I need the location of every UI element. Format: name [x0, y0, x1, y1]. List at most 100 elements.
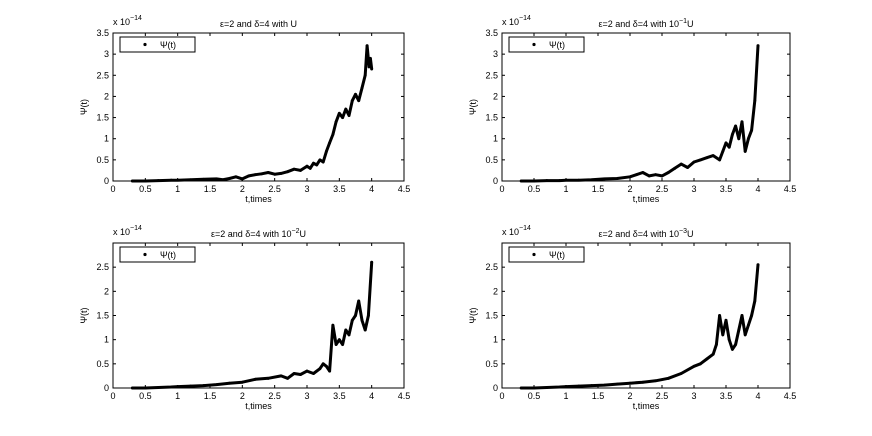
y-tick-label: 3	[493, 49, 498, 59]
data-point	[308, 166, 312, 170]
x-tick-label: 1	[175, 391, 180, 401]
y-axis-label: Ψ(t)	[79, 307, 89, 323]
data-point	[228, 177, 231, 180]
data-point	[756, 44, 760, 48]
x-tick-label: 2.5	[656, 184, 669, 194]
chart-panel-4: 0 0.5 1 1.5 2 2.5 3 3.5 4 4.5 0 0.5 1 1.5 2 2.5 ε=2 and …	[468, 225, 796, 411]
x-tick-label: 3	[304, 391, 309, 401]
data-point	[679, 372, 683, 375]
data-point	[545, 179, 549, 182]
y-tick-label: 0	[104, 383, 109, 393]
data-point	[590, 384, 593, 387]
x-tick-label: 2	[627, 184, 632, 194]
chart-panel-1: 0 0.5 1 1.5 2 2.5 3 3.5 4 4.5 0 0.5 1 1.5 2 2.5 3 3.5 ε=2 …	[79, 15, 410, 204]
data-point	[705, 357, 709, 361]
data-point	[363, 328, 367, 332]
data-point	[337, 111, 341, 115]
plot-area	[501, 242, 791, 389]
y-tick-label: 1.5	[485, 311, 498, 321]
x-tick-label: 4	[755, 391, 760, 401]
data-point	[305, 164, 309, 168]
legend: Ψ(t)	[508, 246, 585, 263]
legend-box	[508, 246, 585, 263]
data-point	[143, 179, 147, 183]
data-point	[221, 178, 225, 182]
y-axis-label: Ψ(t)	[79, 99, 89, 115]
x-tick-label: 2.5	[268, 184, 281, 194]
data-point	[215, 177, 218, 181]
x-tick-label: 4	[369, 391, 374, 401]
series-line-1	[519, 44, 760, 183]
data-point	[558, 385, 561, 389]
y-tick-label: 1	[104, 134, 109, 144]
x-tick-label: 4	[369, 184, 374, 194]
data-point	[727, 338, 731, 342]
data-point	[344, 328, 348, 332]
chart-title-main: ε=2 and δ=4 with 10	[598, 19, 679, 29]
y-tick-label: 2	[104, 91, 109, 101]
data-point	[721, 150, 725, 153]
data-point	[545, 386, 549, 389]
chart-title-exponent: −2	[292, 228, 300, 235]
y-tick-label: 2	[493, 91, 498, 101]
x-tick-label: 1.5	[592, 391, 605, 401]
data-point	[292, 167, 296, 171]
data-point	[321, 362, 325, 366]
x-tick-label: 0	[110, 184, 115, 194]
y-multiplier-base: x 10	[502, 17, 519, 27]
data-point	[228, 381, 231, 385]
data-point	[750, 314, 753, 317]
data-point	[615, 382, 619, 386]
y-multiplier: x 10−14	[502, 15, 531, 27]
x-axis-label: t,times	[245, 401, 272, 411]
data-point	[331, 133, 335, 136]
data-point	[299, 169, 302, 172]
chart-title-main: ε=2 and δ=4 with 10	[598, 229, 679, 239]
y-tick-label: 0	[493, 383, 498, 393]
y-tick-label: 1.5	[485, 113, 498, 123]
y-tick-label: 1.5	[96, 311, 109, 321]
x-tick-label: 3.5	[720, 184, 733, 194]
x-tick-label: 4	[755, 184, 760, 194]
y-multiplier-exponent: −14	[130, 15, 142, 22]
legend-marker	[532, 42, 536, 47]
x-tick-label: 4.5	[784, 391, 797, 401]
data-point	[360, 318, 364, 322]
plot-area	[112, 32, 405, 182]
data-point	[699, 158, 702, 162]
data-point	[260, 172, 264, 176]
x-tick-label: 4.5	[398, 391, 411, 401]
data-point	[750, 128, 753, 132]
y-tick-label: 2.5	[96, 262, 109, 272]
data-point	[234, 175, 238, 179]
data-point	[641, 380, 645, 384]
data-point	[519, 179, 523, 183]
data-point	[660, 174, 664, 178]
legend-box	[119, 246, 196, 263]
x-tick-label: 1	[175, 184, 180, 194]
data-point	[347, 333, 351, 337]
x-axis-label: t,times	[245, 194, 272, 204]
data-point	[654, 379, 657, 383]
data-point	[667, 376, 670, 380]
data-point	[740, 120, 744, 124]
data-point	[590, 178, 593, 182]
data-point	[370, 67, 374, 71]
x-tick-label: 3	[304, 184, 309, 194]
data-point	[753, 99, 757, 103]
data-point	[215, 383, 218, 387]
data-point	[312, 372, 315, 375]
data-point	[756, 263, 760, 267]
data-point	[724, 141, 728, 145]
data-point	[365, 44, 369, 48]
legend-marker	[532, 252, 536, 257]
data-point	[577, 384, 581, 388]
data-point	[740, 314, 744, 317]
data-point	[202, 177, 205, 181]
data-point	[347, 114, 351, 117]
data-point	[240, 380, 244, 384]
y-tick-label: 1	[493, 335, 498, 345]
chart-title-suffix: U	[300, 229, 307, 239]
y-tick-label: 2	[104, 286, 109, 296]
data-point	[705, 156, 709, 160]
